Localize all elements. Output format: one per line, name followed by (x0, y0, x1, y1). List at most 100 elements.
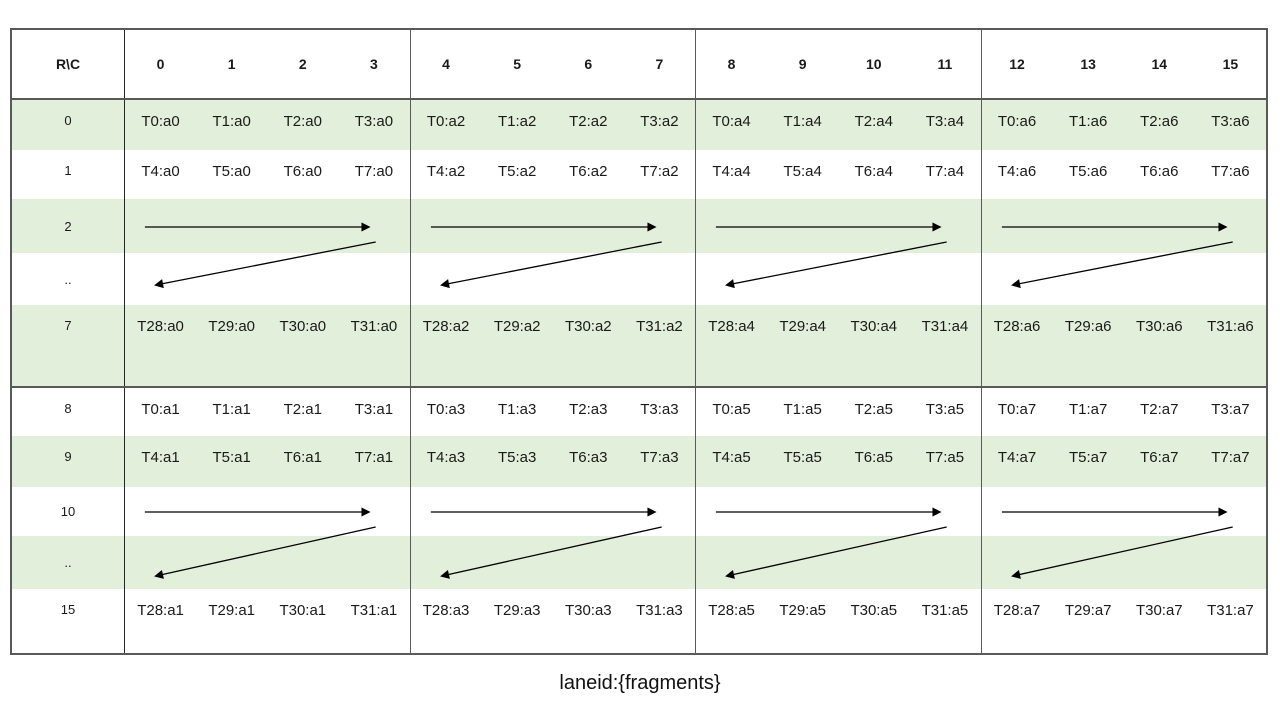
cell-group: T4:a2 T5:a2 T6:a2 T7:a2 (411, 150, 696, 199)
table-cell: T31:a5 (921, 602, 969, 619)
table-cell: T31:a1 (350, 602, 398, 619)
cell-group: T0:a2 T1:a2 T2:a2 T3:a2 (411, 100, 696, 150)
column-header: 9 (798, 56, 807, 72)
table-cell: T31:a3 (636, 602, 683, 619)
arrow-group (125, 199, 411, 305)
table-cell: T1:a6 (1069, 113, 1108, 130)
column-header: 15 (1222, 56, 1239, 72)
table-cell: T5:a6 (1069, 163, 1108, 180)
table-cell: T1:a0 (212, 113, 251, 130)
table-cell: T3:a7 (1211, 401, 1250, 418)
caption: laneid:{fragments} (559, 672, 721, 694)
table-cell: T29:a1 (208, 602, 256, 619)
row-label: 1 (12, 150, 125, 199)
arrow-group (981, 199, 1266, 305)
cell-group: T4:a7 T5:a7 T6:a7 T7:a7 (982, 436, 1267, 487)
table-cell: T0:a4 (712, 113, 751, 130)
table-cell: T3:a1 (354, 401, 394, 418)
header-group-2: 8 9 10 11 (696, 30, 982, 98)
table-cell: T28:a3 (422, 602, 470, 619)
table-cell: T0:a7 (997, 401, 1037, 418)
table-cell: T2:a4 (854, 113, 893, 130)
zigzag-arrow-icon (715, 507, 947, 579)
table-cell: T31:a2 (636, 318, 683, 335)
header-group-0: 0 1 2 3 (125, 30, 411, 98)
row-label: 10 (12, 487, 124, 536)
column-header: 4 (442, 56, 450, 72)
zigzag-arrow-icon (430, 222, 662, 289)
table-cell: T5:a7 (1069, 449, 1108, 466)
table-cell: T6:a4 (854, 163, 893, 180)
table-cell: T1:a4 (783, 113, 822, 130)
cell-group: T0:a4 T1:a4 T2:a4 T3:a4 (696, 100, 982, 150)
column-header: 6 (584, 56, 593, 72)
cell-group: T0:a1 T1:a1 T2:a1 T3:a1 (125, 388, 411, 436)
table-row-0: 0 T0:a0 T1:a0 T2:a0 T3:a0 T0:a2 T1:a2 T2:a2 T3… (12, 100, 1266, 150)
table-cell: T29:a3 (493, 602, 541, 619)
table-cell: T3:a4 (925, 113, 965, 130)
table-cell: T0:a2 (426, 113, 466, 130)
cell-group: T0:a3 T1:a3 T2:a3 T3:a3 (411, 388, 696, 436)
table-cell: T5:a1 (212, 449, 251, 466)
table-cell: T29:a2 (493, 318, 541, 335)
table-cell: T7:a3 (640, 449, 679, 466)
table-cell: T30:a1 (279, 602, 327, 619)
table-cell: T29:a5 (779, 602, 827, 619)
table-cell: T30:a6 (1135, 318, 1183, 335)
table-cell: T7:a1 (354, 449, 394, 466)
table-cell: T5:a0 (212, 163, 251, 180)
cell-group: T28:a3 T29:a3 T30:a3 T31:a3 (411, 589, 696, 653)
column-header: 13 (1080, 56, 1096, 72)
table-cell: T4:a2 (426, 163, 466, 180)
zigzag-arrow-icon (144, 222, 376, 289)
table-cell: T28:a1 (137, 602, 184, 619)
row-label: 8 (12, 388, 125, 436)
table-cell: T4:a5 (712, 449, 751, 466)
column-header: 1 (227, 56, 236, 72)
table-cell: T28:a2 (422, 318, 470, 335)
table-cell: T1:a1 (212, 401, 251, 418)
table-row-9: 9 T4:a1 T5:a1 T6:a1 T7:a1 T4:a3 T5:a3 T6:a3 T7… (12, 436, 1266, 487)
table-cell: T7:a6 (1211, 163, 1250, 180)
table-cell: T2:a3 (569, 401, 608, 418)
arrow-section-top: 2 .. (12, 199, 1266, 305)
table-cell: T30:a4 (850, 318, 898, 335)
cell-group: T0:a5 T1:a5 T2:a5 T3:a5 (696, 388, 982, 436)
cell-group: T0:a7 T1:a7 T2:a7 T3:a7 (982, 388, 1267, 436)
column-header: 11 (937, 56, 953, 72)
zigzag-arrow-icon (715, 222, 947, 289)
table-cell: T30:a5 (850, 602, 898, 619)
table-cell: T29:a0 (208, 318, 256, 335)
table-cell: T3:a3 (640, 401, 679, 418)
cell-group: T0:a0 T1:a0 T2:a0 T3:a0 (125, 100, 411, 150)
arrow-group (696, 199, 982, 305)
row-label: 9 (12, 436, 125, 487)
table-cell: T4:a0 (141, 163, 180, 180)
table-cell: T28:a7 (993, 602, 1041, 619)
table-cell: T7:a2 (640, 163, 679, 180)
cell-group: T4:a1 T5:a1 T6:a1 T7:a1 (125, 436, 411, 487)
table-cell: T30:a2 (564, 318, 612, 335)
arrow-group (125, 487, 411, 589)
column-header: 2 (298, 56, 307, 72)
table-cell: T31:a6 (1207, 318, 1254, 335)
row-label: 15 (12, 589, 125, 653)
cell-group: T4:a0 T5:a0 T6:a0 T7:a0 (125, 150, 411, 199)
column-header: 12 (1009, 56, 1025, 72)
cell-group: T4:a5 T5:a5 T6:a5 T7:a5 (696, 436, 982, 487)
table-cell: T1:a5 (783, 401, 822, 418)
table-cell: T28:a4 (708, 318, 755, 335)
cell-group: T4:a3 T5:a3 T6:a3 T7:a3 (411, 436, 696, 487)
table-row-1: 1 T4:a0 T5:a0 T6:a0 T7:a0 T4:a2 T5:a2 T6:a2 T7… (12, 150, 1266, 199)
table-cell: T6:a2 (569, 163, 608, 180)
arrow-group (696, 487, 982, 589)
row-label: 7 (12, 305, 125, 386)
table-cell: T5:a3 (498, 449, 537, 466)
table-cell: T4:a6 (997, 163, 1037, 180)
table-cell: T7:a7 (1211, 449, 1250, 466)
row-label-dots: .. (12, 253, 124, 305)
table-cell: T6:a3 (569, 449, 608, 466)
row-label-dots: .. (12, 536, 124, 589)
cell-group: T28:a4 T29:a4 T30:a4 T31:a4 (696, 305, 982, 386)
